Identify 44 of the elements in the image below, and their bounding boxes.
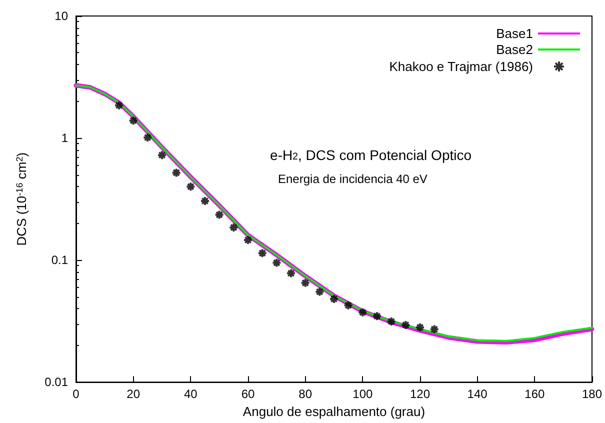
point — [286, 268, 296, 278]
x-axis-title: Angulo de espalhamento (grau) — [242, 404, 426, 419]
point — [386, 316, 396, 326]
point — [200, 196, 210, 206]
point — [343, 300, 354, 310]
point — [400, 320, 411, 330]
point — [300, 278, 310, 288]
legend-label: Khakoo e Trajmar (1986) — [389, 59, 533, 74]
point — [142, 132, 153, 143]
x-tick-label: 140 — [467, 387, 488, 402]
annotation: Energia de incidencia 40 eV — [278, 172, 428, 186]
point — [128, 116, 138, 126]
annotation: e-H2, DCS com Potencial Optico — [270, 147, 472, 163]
point — [257, 248, 268, 258]
x-tick-label: 60 — [241, 387, 255, 402]
point — [242, 235, 253, 246]
x-tick-label: 20 — [126, 387, 140, 402]
point — [314, 286, 325, 297]
y-tick-label: 0.01 — [44, 375, 68, 390]
y-tick-label: 1 — [61, 131, 68, 146]
point — [429, 324, 440, 334]
x-tick-label: 180 — [582, 387, 602, 402]
point — [414, 322, 425, 332]
point — [228, 222, 239, 232]
y-tick-label: 0.1 — [51, 253, 68, 268]
y-tick-label: 10 — [54, 9, 68, 23]
x-tick-label: 160 — [524, 387, 545, 402]
point — [157, 150, 167, 160]
legend-label: Base2 — [496, 42, 533, 57]
x-tick-label: 100 — [352, 387, 373, 402]
point — [272, 258, 282, 268]
x-tick-label: 80 — [298, 387, 312, 402]
point — [328, 294, 339, 304]
point — [114, 100, 124, 110]
legend-label: Base1 — [496, 26, 533, 41]
point — [186, 182, 196, 192]
point — [372, 311, 382, 322]
y-axis-title: DCS (10-16 cm2) — [14, 152, 29, 246]
x-tick-label: 40 — [184, 387, 198, 402]
x-tick-label: 0 — [72, 387, 80, 402]
point — [214, 210, 224, 220]
point — [171, 168, 182, 178]
x-tick-label: 120 — [410, 387, 430, 402]
point — [358, 307, 368, 318]
